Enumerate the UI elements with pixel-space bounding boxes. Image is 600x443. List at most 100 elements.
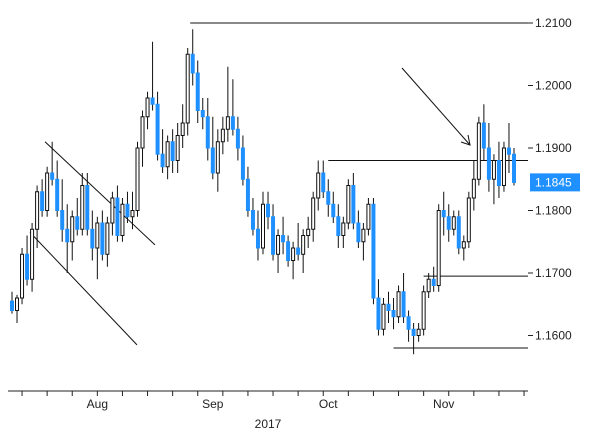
candle-body-down [85,185,90,230]
candle-body-down [240,147,245,180]
candle-body-up [30,228,35,280]
candle [240,135,245,186]
candle [220,116,225,155]
candle-body-down [486,147,491,180]
arrow-head [460,134,471,146]
candle-body-up [215,141,220,174]
candle-body-up [220,128,225,143]
candle [486,123,491,192]
candle-body-down [351,185,356,224]
candle [406,310,411,342]
candle-body-down [155,103,160,155]
candle-body-up [416,328,421,336]
candle [306,216,311,248]
candle [496,141,501,198]
candle [45,166,50,217]
candle [261,191,265,255]
candle [321,160,326,198]
candle-body-down [60,210,65,230]
candle [200,98,205,130]
candle-body-up [261,203,265,249]
candle-body-up [165,141,170,168]
chart-annotations [29,22,528,349]
candle-body-down [456,216,461,249]
y-axis-ticks: 1.2100 1.2000 1.1900 1.1800 1.1700 1.1600 [528,16,572,343]
last-price-tag: 1.1845 [530,173,580,192]
candle-body-up [346,185,351,224]
candle-body-down [271,216,276,255]
candle [476,116,481,186]
last-price-tag-bg [530,173,580,192]
candle-body-down [195,72,200,111]
candle [190,29,195,86]
candle-body-up [20,253,25,299]
candle-body-up [276,235,281,255]
candle-body-down [441,210,446,218]
candle-body-up [95,222,100,249]
candle [140,110,145,167]
y-tick-label: 1.1600 [535,329,572,343]
candle-body-down [160,153,165,168]
candle [65,204,70,273]
channel-line-upper [44,141,156,246]
candle [20,248,25,305]
candle-body-down [40,191,45,211]
candle-body-down [496,160,501,186]
candle [471,160,476,211]
candle-body-down [411,328,416,336]
candle [30,223,35,292]
candle [431,266,436,292]
candle [346,179,351,230]
candle [80,173,85,236]
candle [491,154,496,205]
candle [331,191,336,223]
candle [90,210,95,261]
candle-body-down [386,303,391,311]
x-tick-label: Oct [319,397,338,411]
candle [60,179,65,242]
candle [155,91,160,161]
candle [381,298,386,336]
candle-body-up [130,210,135,218]
candle [411,323,416,355]
candle-body-down [296,247,301,255]
candle-body-down [446,216,451,230]
candle [250,198,255,236]
candle [426,273,431,298]
candle-body-up [476,122,481,180]
candle [145,91,150,130]
candle [110,191,115,236]
candle [120,198,125,242]
candle-body-down [321,172,326,193]
candle-body-down [55,178,60,211]
candle [70,210,75,261]
candle-body-up [35,191,40,230]
candle [266,191,271,230]
candle [235,116,240,161]
candle-body-down [230,116,235,130]
candle [40,179,45,217]
candle [286,235,291,267]
candle-body-down [190,53,195,74]
candle-body-up [421,291,426,330]
candle-body-down [200,110,205,118]
candle [456,210,461,255]
candle-body-down [406,316,411,330]
candle [446,204,451,242]
candle [512,148,516,186]
candle [255,210,260,261]
last-price-tag-text: 1.1845 [535,175,572,189]
candle-body-up [361,228,366,243]
candle-body-down [125,203,130,218]
candle-body-down [281,235,286,243]
candle-body-up [120,203,125,236]
candle [466,191,471,248]
candle [401,273,406,323]
candle [215,129,220,192]
candle [296,223,301,261]
candle [185,48,190,136]
candle [210,116,215,180]
candle-body-up [80,185,85,230]
candle-body-down [90,228,95,249]
candle [225,66,230,142]
